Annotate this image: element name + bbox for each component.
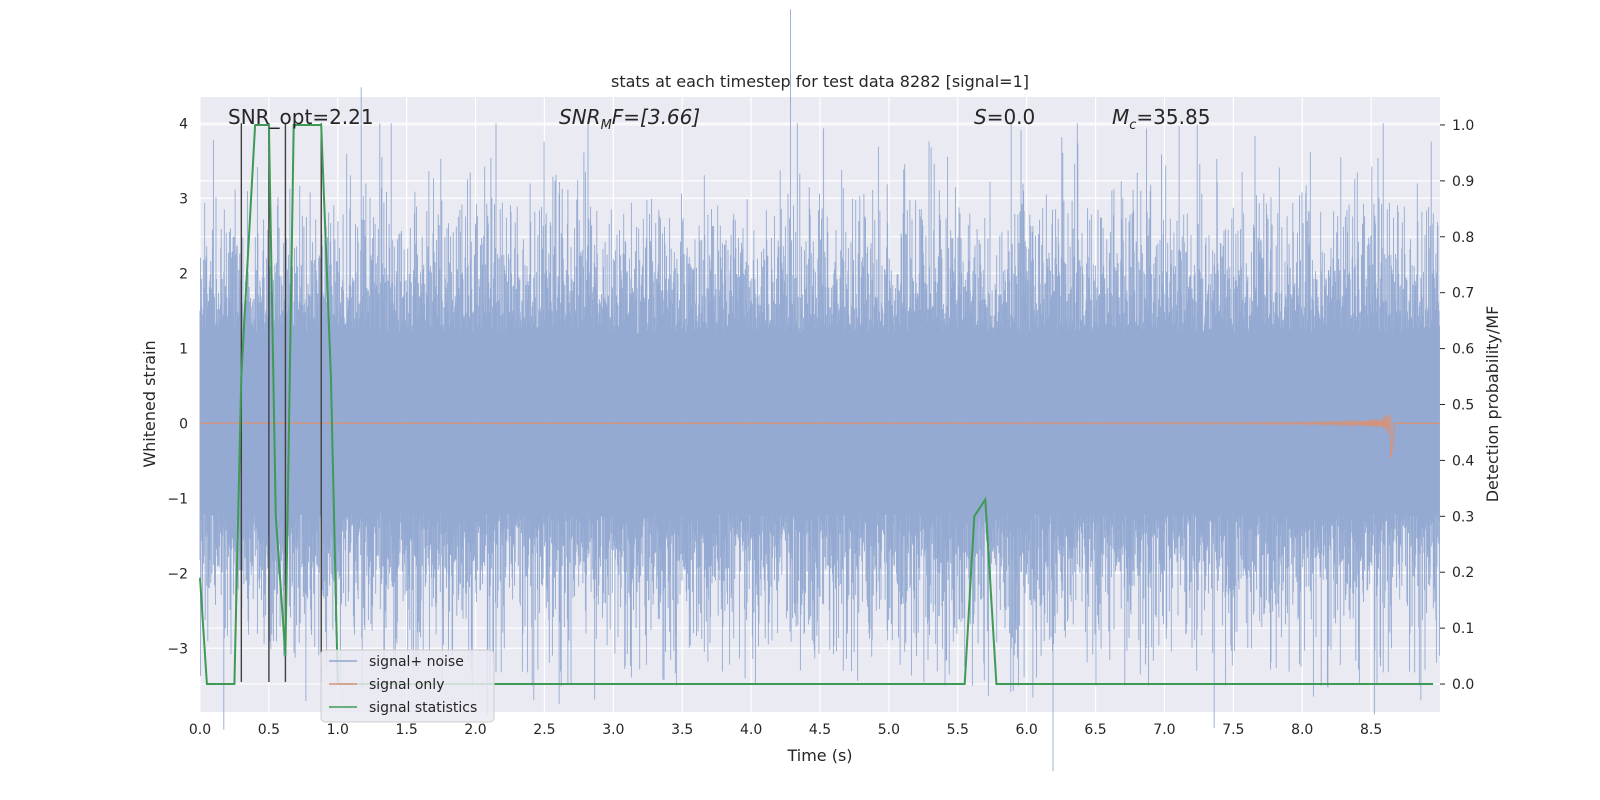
y2-tick-label: 0.4 bbox=[1452, 453, 1474, 469]
x-tick-label: 5.0 bbox=[878, 722, 900, 738]
y-axis-label: Whitened strain bbox=[140, 340, 159, 467]
x-axis-label: Time (s) bbox=[786, 746, 852, 765]
y-tick-label: 2 bbox=[179, 266, 188, 282]
x-tick-label: 4.5 bbox=[809, 722, 831, 738]
y2-tick-label: 0.9 bbox=[1452, 174, 1474, 190]
y2-tick-label: 1.0 bbox=[1452, 118, 1474, 134]
y2-tick-label: 0.1 bbox=[1452, 621, 1474, 637]
y2-tick-label: 0.7 bbox=[1452, 286, 1474, 302]
series-signal-plus-noise bbox=[199, 9, 1440, 772]
axis-ticks: 0.0 0.5 1.0 1.5 2.0 2.5 3.0 3.5 4.0 4.5 5.0 5.5 6.0 6… bbox=[167, 116, 1474, 738]
series-signal-only bbox=[200, 414, 1440, 459]
x-tick-label: 8.0 bbox=[1291, 722, 1313, 738]
x-tick-label: 2.0 bbox=[464, 722, 486, 738]
y-tick-label: 3 bbox=[179, 191, 188, 207]
x-tick-label: 3.0 bbox=[602, 722, 624, 738]
x-tick-label: 5.5 bbox=[947, 722, 969, 738]
y-tick-label: −3 bbox=[167, 641, 188, 657]
y2-axis-label: Detection probability/MF bbox=[1483, 306, 1502, 503]
signal-trace bbox=[200, 414, 1440, 459]
annotation-snr-opt: SNR_opt=2.21 bbox=[228, 105, 374, 129]
stats-trace bbox=[199, 124, 1434, 685]
annotation-s: S=0.0 bbox=[974, 105, 1035, 129]
legend-label-signal-statistics: signal statistics bbox=[369, 700, 477, 716]
x-tick-label: 1.0 bbox=[327, 722, 349, 738]
x-tick-label: 6.5 bbox=[1084, 722, 1106, 738]
y2-tick-label: 0.8 bbox=[1452, 230, 1474, 246]
y2-tick-label: 0.2 bbox=[1452, 565, 1474, 581]
y-tick-label: −2 bbox=[167, 566, 188, 582]
x-tick-label: 6.0 bbox=[1016, 722, 1038, 738]
x-tick-label: 8.5 bbox=[1360, 722, 1382, 738]
x-tick-label: 0.5 bbox=[258, 722, 280, 738]
annotation-mc: Mc=35.85 bbox=[1112, 105, 1210, 133]
legend-label-signal-only: signal only bbox=[369, 677, 444, 693]
legend: signal+ noise signal only signal statist… bbox=[320, 649, 495, 723]
legend-box bbox=[320, 649, 495, 723]
x-tick-label: 0.0 bbox=[189, 722, 211, 738]
y-tick-label: 4 bbox=[179, 116, 188, 132]
noise-trace bbox=[199, 9, 1440, 772]
series-signal-statistics bbox=[199, 124, 1434, 685]
annotation-snr-mf: SNRMF=[3.66] bbox=[559, 105, 700, 133]
x-tick-label: 2.5 bbox=[533, 722, 555, 738]
y-tick-label: 1 bbox=[179, 341, 188, 357]
y-tick-label: 0 bbox=[179, 416, 188, 432]
legend-label-signal-plus-noise: signal+ noise bbox=[369, 654, 464, 670]
x-tick-label: 7.0 bbox=[1153, 722, 1175, 738]
y2-tick-label: 0.0 bbox=[1452, 677, 1474, 693]
y2-tick-label: 0.5 bbox=[1452, 398, 1474, 414]
x-tick-label: 7.5 bbox=[1222, 722, 1244, 738]
y2-tick-label: 0.6 bbox=[1452, 342, 1474, 358]
y2-tick-label: 0.3 bbox=[1452, 509, 1474, 525]
x-tick-label: 1.5 bbox=[396, 722, 418, 738]
chart-title: stats at each timestep for test data 828… bbox=[611, 72, 1029, 91]
x-tick-label: 4.0 bbox=[740, 722, 762, 738]
x-tick-label: 3.5 bbox=[671, 722, 693, 738]
y-tick-label: −1 bbox=[167, 491, 188, 507]
